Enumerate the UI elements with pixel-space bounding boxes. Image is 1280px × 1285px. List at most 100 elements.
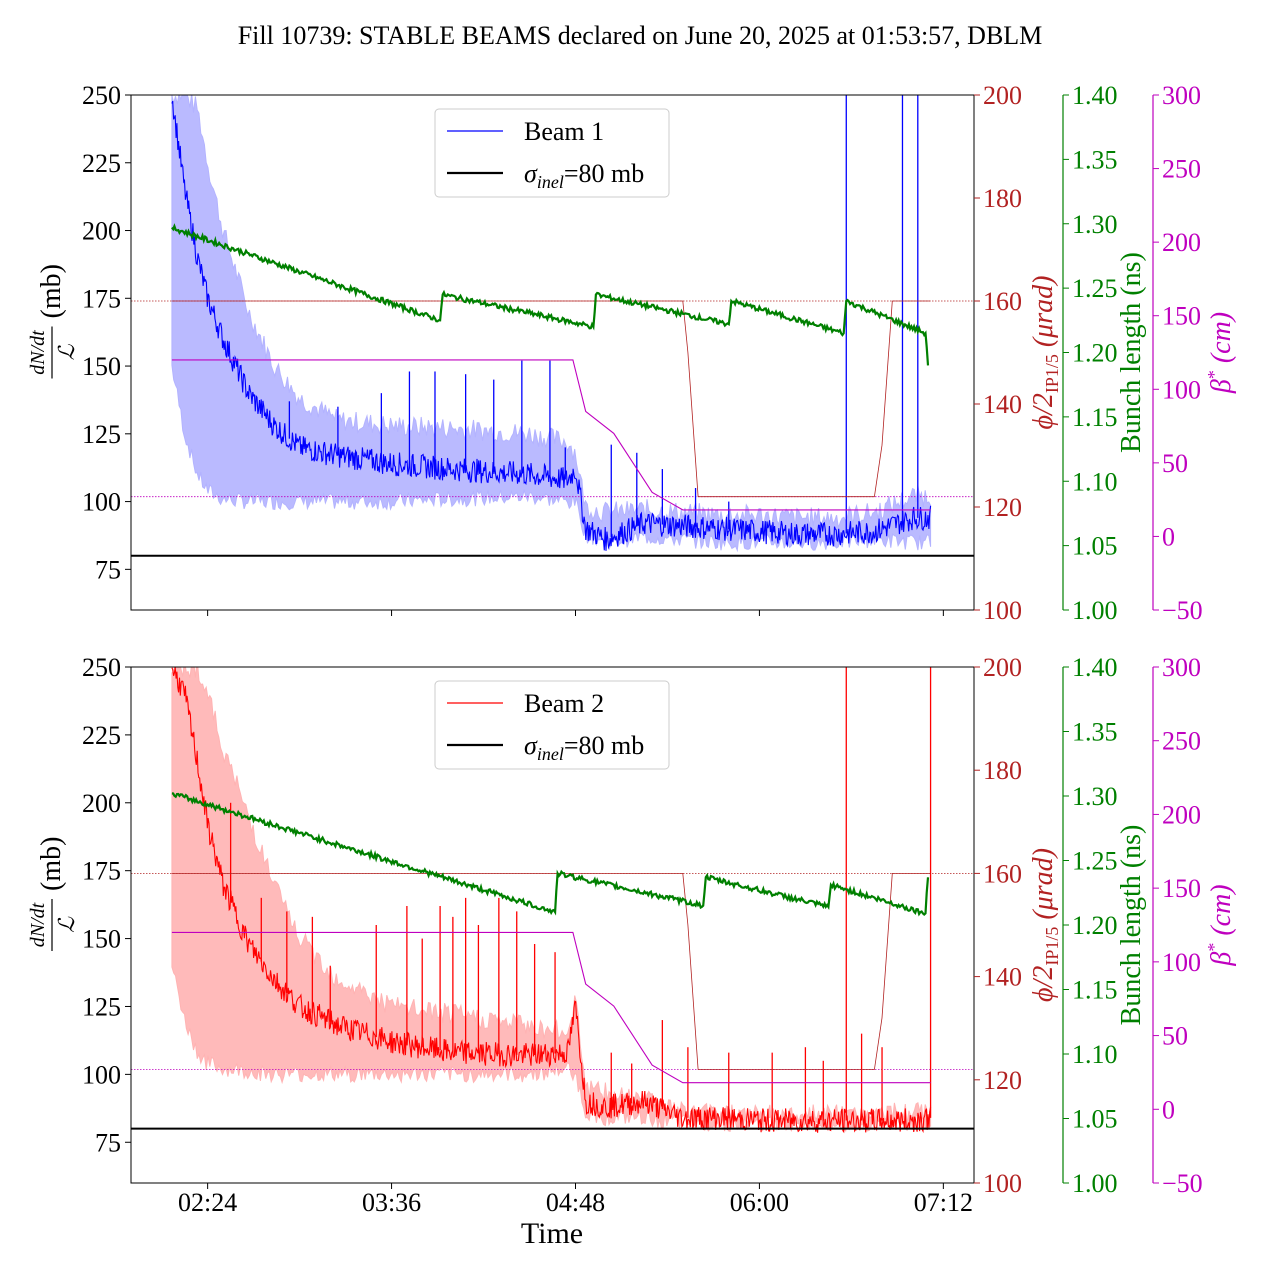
plot-frame (130, 666, 975, 1184)
right-axis-label-superscript: * (1204, 370, 1224, 379)
right-axis-label: β* (cm) (1204, 312, 1237, 394)
right-axis-tick-label: 160 (983, 859, 1022, 888)
right-axis-tick-label: 1.20 (1072, 339, 1118, 368)
left-axis-label-unit: (mb) (36, 837, 67, 891)
right-axis-tick-label: 1.40 (1072, 81, 1118, 110)
right-axis-tick-label: 1.10 (1072, 1040, 1118, 1069)
left-axis-tick-label: 200 (82, 789, 121, 818)
right-axis-tick-label: 1.25 (1072, 847, 1118, 876)
right-axis-label-subscript: IP1/5 (1042, 927, 1062, 966)
right-axis-tick-label: 200 (1162, 800, 1201, 829)
legend-label: σinel=80 mb (524, 731, 644, 764)
legend-label-subscript: inel (537, 172, 564, 192)
left-axis-tick-label: 175 (82, 284, 121, 313)
right-axis-tick-label: 150 (1162, 874, 1201, 903)
beta-star-line (171, 359, 931, 511)
right-axis-tick-label: 160 (983, 287, 1022, 316)
right-axis-tick-label: 1.00 (1072, 1169, 1118, 1198)
left-axis-tick-label: 75 (95, 555, 121, 584)
right-axis-tick-label: 300 (1162, 653, 1201, 682)
right-axis-tick-label: 100 (983, 596, 1022, 625)
right-axis-label-unit: (cm) (1206, 884, 1237, 942)
left-axis-label-numerator: dN/dt (27, 902, 49, 947)
right-axis-tick-label: 250 (1162, 727, 1201, 756)
x-axis-label: Time (521, 1217, 583, 1250)
left-axis-tick-label: 225 (82, 149, 121, 178)
right-axis-tick-label: 100 (1162, 375, 1201, 404)
left-axis-label: dN/dt ℒ (mb) (27, 837, 79, 951)
right-axis-tick-label: 1.05 (1072, 1105, 1118, 1134)
plot-panel-1: 75 100 125 150 175 200 225 250 dN/dt ℒ (mb) 100 120 1… (27, 81, 1237, 625)
beam-loss-line (171, 100, 932, 551)
right-axis-label-superscript: * (1204, 943, 1224, 952)
left-axis-label-numerator: dN/dt (27, 330, 49, 375)
left-axis-tick-label: 250 (82, 653, 121, 682)
right-axis-tick-label: 1.30 (1072, 782, 1118, 811)
bunch-length-line (171, 792, 930, 917)
beam-loss-line (171, 667, 932, 1134)
right-axis-tick-label: 1.05 (1072, 532, 1118, 561)
right-axis-tick-label: 140 (983, 390, 1022, 419)
right-axis-tick-label: −50 (1162, 596, 1203, 625)
right-axis-label: ϕ/2IP1/5 (μrad) (1028, 276, 1062, 430)
right-axis-tick-label: 150 (1162, 302, 1201, 331)
right-axis-tick-label: 50 (1162, 1022, 1188, 1051)
left-axis-tick-label: 225 (82, 721, 121, 750)
left-axis-tick-label: 200 (82, 217, 121, 246)
left-axis-label-denominator: ℒ (54, 916, 79, 933)
legend-label-rest: =80 mb (564, 731, 644, 760)
right-axis-tick-label: 300 (1162, 81, 1201, 110)
left-axis-tick-label: 125 (82, 992, 121, 1021)
right-axis-label-unit: (μrad) (1028, 848, 1059, 927)
right-axis-tick-label: 1.25 (1072, 274, 1118, 303)
right-axis-tick-label: 1.10 (1072, 467, 1118, 496)
left-axis-tick-label: 100 (82, 1060, 121, 1089)
right-axis-label: Bunch length (ns) (1116, 252, 1147, 453)
chart-title: Fill 10739: STABLE BEAMS declared on Jun… (238, 21, 1043, 50)
legend-label: Beam 1 (524, 117, 604, 146)
right-axis-tick-label: 1.15 (1072, 976, 1118, 1005)
right-axis-tick-label: 1.15 (1072, 403, 1118, 432)
right-axis-label-prefix: β (1206, 952, 1237, 967)
legend-label-subscript: inel (537, 744, 564, 764)
left-axis-tick-label: 100 (82, 488, 121, 517)
right-axis-label-unit: (cm) (1206, 312, 1237, 370)
legend-label: Beam 2 (524, 689, 604, 718)
right-axis-label-subscript: IP1/5 (1042, 354, 1062, 393)
right-axis-tick-label: 1.40 (1072, 653, 1118, 682)
bunch-length-line (171, 223, 930, 366)
left-axis-label-unit: (mb) (36, 264, 67, 318)
left-axis-tick-label: 150 (82, 925, 121, 954)
right-axis-tick-label: 200 (1162, 228, 1201, 257)
right-axis-tick-label: 100 (1162, 948, 1201, 977)
beta-star-line (171, 931, 931, 1084)
left-axis-label-denominator: ℒ (54, 343, 79, 360)
right-axis-tick-label: 0 (1162, 522, 1175, 551)
left-axis-tick-label: 150 (82, 352, 121, 381)
right-axis-label-prefix: ϕ/2 (1028, 393, 1059, 429)
right-axis-tick-label: 180 (983, 184, 1022, 213)
left-axis-label: dN/dt ℒ (mb) (27, 264, 79, 379)
right-axis-tick-label: −50 (1162, 1169, 1203, 1198)
right-axis-label: Bunch length (ns) (1116, 825, 1147, 1026)
left-axis-tick-label: 250 (82, 81, 121, 110)
legend-label-prefix: σ (524, 731, 538, 760)
crossing-angle-line (171, 300, 931, 498)
left-axis-tick-label: 75 (95, 1128, 121, 1157)
right-axis-tick-label: 200 (983, 81, 1022, 110)
right-axis-tick-label: 1.00 (1072, 596, 1118, 625)
left-axis-tick-label: 175 (82, 857, 121, 886)
right-axis-tick-label: 250 (1162, 155, 1201, 184)
right-axis-tick-label: 140 (983, 963, 1022, 992)
x-axis-tick-label: 02:24 (178, 1188, 237, 1217)
right-axis-tick-label: 200 (983, 653, 1022, 682)
x-axis-tick-label: 06:00 (730, 1188, 789, 1217)
legend-label-prefix: σ (524, 159, 538, 188)
right-axis-tick-label: 120 (983, 493, 1022, 522)
beam-fluctuation-band (171, 667, 932, 1132)
right-axis-label-unit: (μrad) (1028, 276, 1059, 355)
right-axis-tick-label: 1.30 (1072, 210, 1118, 239)
right-axis-label-prefix: β (1206, 379, 1237, 394)
